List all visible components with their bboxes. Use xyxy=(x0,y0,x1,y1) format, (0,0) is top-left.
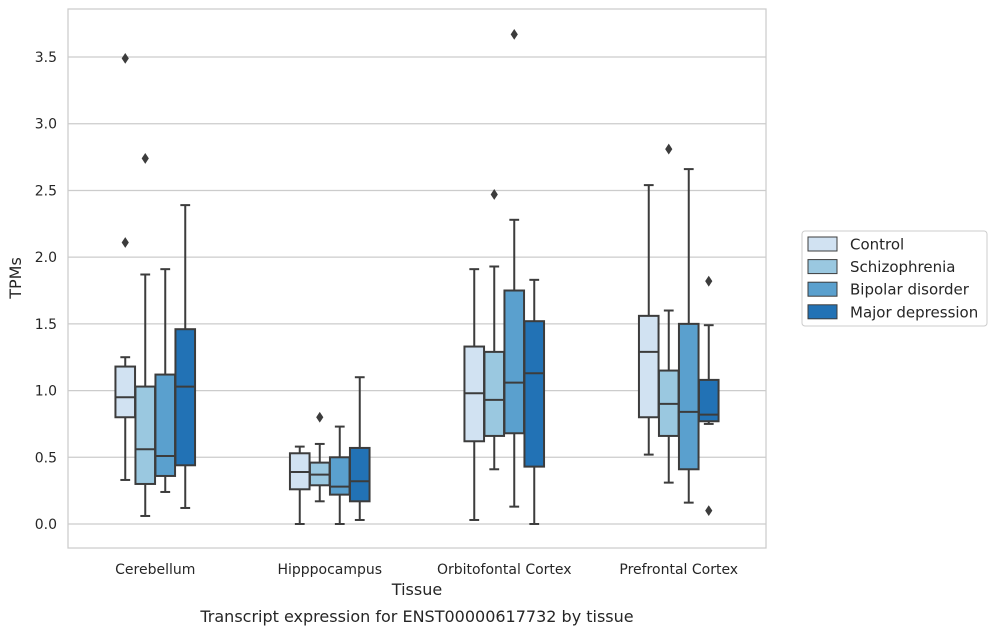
outlier-point xyxy=(665,143,673,155)
box-group xyxy=(677,168,700,504)
box-rect xyxy=(503,289,526,435)
box-group xyxy=(114,52,137,481)
legend-label: Schizophrenia xyxy=(850,258,955,276)
legend-label: Major depression xyxy=(850,303,978,321)
box-group xyxy=(288,445,311,525)
x-tick-label: Orbitofontal Cortex xyxy=(437,562,572,578)
box-group xyxy=(348,376,371,521)
legend: Control Schizophrenia Bipolar disorder Majo… xyxy=(801,230,988,327)
box-group xyxy=(523,278,546,525)
box-rect xyxy=(523,320,546,468)
outlier-point xyxy=(705,505,713,517)
box-rect xyxy=(154,373,177,477)
box-rect xyxy=(677,322,700,471)
legend-swatch xyxy=(807,304,838,320)
y-tick-label: 2.5 xyxy=(35,183,57,199)
plot-frame xyxy=(67,8,767,549)
y-tick-label: 1.5 xyxy=(35,317,57,333)
chart-caption: Transcript expression for ENST0000061773… xyxy=(199,607,633,626)
outlier-point xyxy=(316,411,324,423)
legend-frame xyxy=(801,230,988,327)
box-rect xyxy=(697,378,720,423)
legend-swatch xyxy=(807,259,838,275)
y-tick-label: 1.0 xyxy=(35,384,57,400)
outlier-point xyxy=(121,237,129,248)
outlier-point xyxy=(141,153,149,164)
box-rect xyxy=(328,456,351,496)
y-axis-label: TPMs xyxy=(6,257,25,300)
x-tick-label: Prefrontal Cortex xyxy=(619,562,738,578)
box-group xyxy=(463,268,486,521)
y-tick-label: 3.0 xyxy=(35,117,57,133)
box-group xyxy=(134,153,157,517)
box-group xyxy=(637,184,660,456)
y-tick-label: 0.5 xyxy=(35,450,57,466)
legend-label: Control xyxy=(850,236,904,254)
box-group xyxy=(328,425,351,525)
x-tick-label: Cerebellum xyxy=(115,562,195,578)
box-rect xyxy=(174,328,197,467)
y-tick-label: 0.0 xyxy=(35,517,57,533)
outlier-point xyxy=(490,189,498,200)
outlier-point xyxy=(510,28,518,40)
box-group xyxy=(154,268,177,493)
box-rect xyxy=(483,350,506,437)
x-tick-labels: Cerebellum Hipppocampus Orbitofontal Corte… xyxy=(115,562,738,578)
x-tick-label: Hipppocampus xyxy=(277,562,382,578)
x-axis-label: Tissue xyxy=(391,580,442,599)
box-rect xyxy=(348,446,371,503)
legend-swatch xyxy=(807,236,838,252)
y-tick-label: 2.0 xyxy=(35,250,57,266)
box-group xyxy=(483,189,506,471)
outlier-point xyxy=(705,275,713,287)
box-group xyxy=(697,275,720,517)
legend-label: Bipolar disorder xyxy=(850,281,970,299)
y-tick-label: 3.5 xyxy=(35,50,57,66)
legend-swatch xyxy=(807,281,838,297)
box-group xyxy=(174,204,197,509)
box-group xyxy=(657,143,680,484)
box-group xyxy=(503,28,526,508)
box-rect xyxy=(134,385,157,485)
box-rect xyxy=(114,365,137,419)
box-rect xyxy=(637,314,660,419)
outlier-point xyxy=(121,52,129,64)
y-tick-labels: 0.0 0.5 1.0 1.5 2.0 2.5 3.0 3.5 xyxy=(35,50,57,533)
boxes xyxy=(114,28,720,525)
box-group xyxy=(308,411,331,503)
